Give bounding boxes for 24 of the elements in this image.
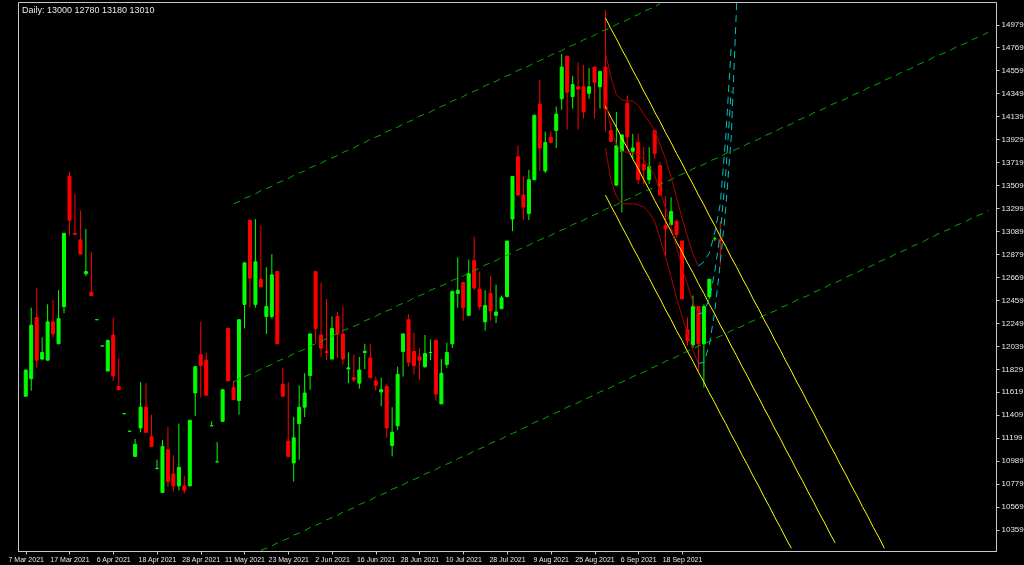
y-tick-label: 10989 [1001, 456, 1024, 466]
y-tick-label: 11409 [1001, 410, 1024, 420]
y-tick-label: 13929 [1001, 134, 1024, 144]
y-tick-label: 14139 [1001, 111, 1024, 121]
chart-title: Daily: 13000 12780 13180 13010 [22, 5, 155, 15]
y-tick-label: 10569 [1001, 502, 1024, 512]
y-tick-label: 12459 [1001, 295, 1024, 305]
y-tick-label: 11829 [1001, 364, 1024, 374]
y-tick-label: 14559 [1001, 65, 1024, 75]
y-tick-label: 14769 [1001, 42, 1024, 52]
y-tick-label: 12249 [1001, 318, 1024, 328]
y-tick-label: 13719 [1001, 157, 1024, 167]
y-tick-label: 11619 [1001, 387, 1024, 397]
y-tick-label: 12669 [1001, 272, 1024, 282]
y-tick-label: 11199 [1001, 433, 1024, 443]
y-tick-label: 13089 [1001, 226, 1024, 236]
y-tick-label: 13509 [1001, 180, 1024, 190]
y-tick-label: 14979 [1001, 20, 1024, 30]
y-tick-label: 10779 [1001, 479, 1024, 489]
y-tick-label: 13299 [1001, 203, 1024, 213]
y-tick-label: 12039 [1001, 341, 1024, 351]
y-tick-label: 10359 [1001, 525, 1024, 535]
y-tick-label: 12879 [1001, 249, 1024, 259]
y-tick-label: 14349 [1001, 88, 1024, 98]
